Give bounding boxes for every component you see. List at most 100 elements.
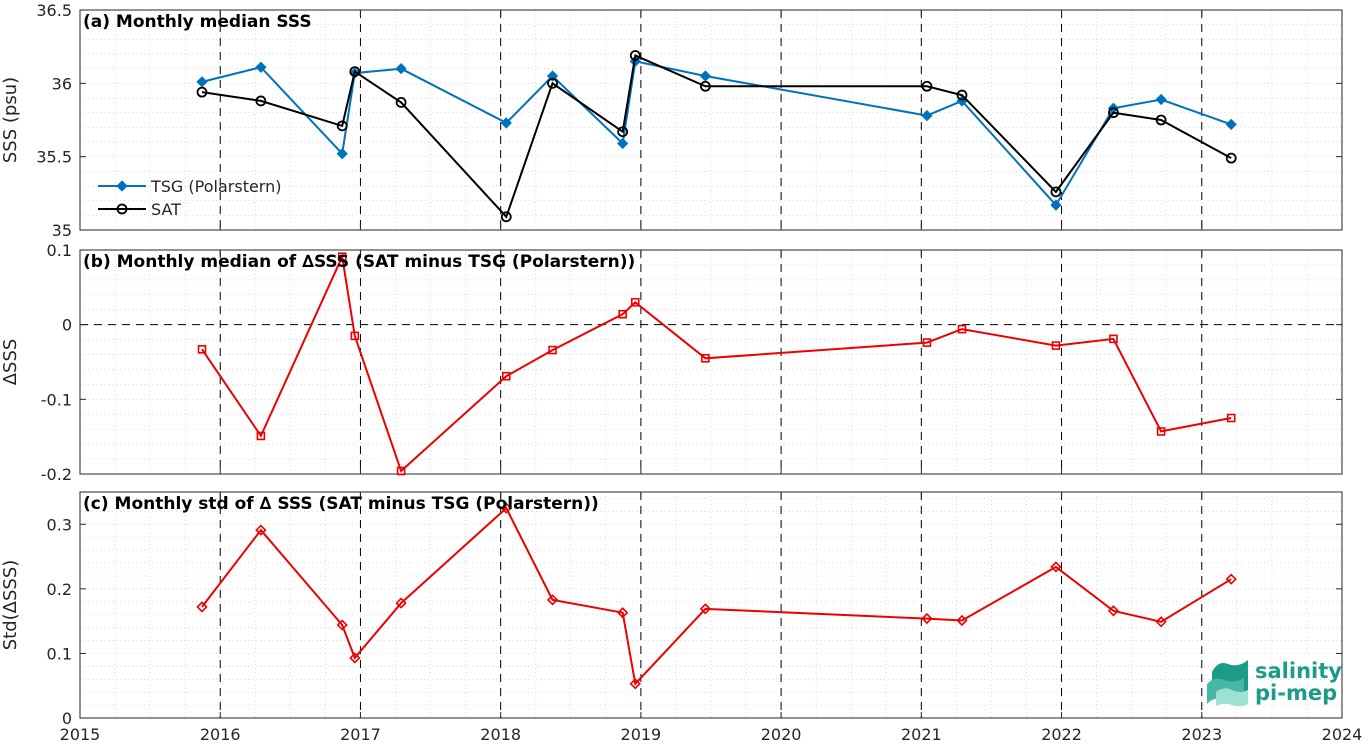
y-tick-label: 35.5 — [36, 148, 72, 167]
series-line — [201, 60, 1232, 207]
logo-wave-icon — [1207, 660, 1248, 707]
data-point — [921, 612, 933, 625]
axes-frame — [79, 249, 1343, 475]
y-tick-label: 0.1 — [47, 644, 72, 663]
data-point — [921, 109, 933, 122]
data-point — [1155, 114, 1167, 126]
data-point — [196, 601, 208, 613]
panel-b: -0.2 -0.1 0 0.1 ΔSSS (b) Monthly median of ∆S… — [0, 241, 1343, 484]
legend-marker — [116, 180, 128, 192]
data-point — [500, 211, 512, 223]
x-tick-label: 2024 — [1322, 725, 1363, 744]
data-point — [349, 66, 361, 77]
grid — [79, 9, 1343, 231]
data-point — [921, 80, 933, 92]
data-point — [617, 126, 629, 138]
data-point — [256, 431, 266, 441]
grid — [79, 249, 1343, 475]
data-point — [1225, 573, 1237, 585]
data-point — [1225, 152, 1237, 164]
data-point — [255, 524, 267, 536]
data-point — [1107, 605, 1120, 617]
panel-title: (c) Monthly std of ∆ SSS (SAT minus TSG … — [83, 494, 599, 514]
x-tick-label: 2023 — [1181, 725, 1222, 744]
legend: TSG (Polarstern) SAT — [98, 177, 281, 219]
data-point — [1050, 186, 1062, 198]
data-point — [546, 594, 559, 606]
x-tick-label: 2017 — [340, 725, 381, 744]
y-tick-label: 0 — [62, 709, 72, 728]
data-point — [699, 70, 712, 82]
data-point — [336, 148, 348, 160]
data-point — [922, 338, 932, 347]
data-point — [196, 86, 208, 98]
data-point — [1050, 199, 1062, 211]
axes-frame — [79, 9, 1343, 231]
y-ticks: 0 0.1 0.2 0.3 2015 2016 2017 2018 2019 2020 2021 20… — [47, 492, 1363, 744]
series-line — [201, 506, 1232, 686]
data-point — [957, 324, 967, 334]
series-0 — [197, 252, 1236, 476]
data-point — [395, 63, 407, 75]
x-tick-label: 2021 — [901, 725, 942, 744]
panel-title: (b) Monthly median of ∆SSS (SAT minus TS… — [83, 252, 635, 272]
grid — [79, 492, 1343, 719]
logo-text-pi-mep: pi-mep — [1255, 681, 1337, 705]
data-point — [1050, 561, 1062, 573]
y-axis-label: ΔSSS — [0, 339, 21, 386]
y-tick-label: 0.1 — [47, 241, 72, 260]
data-point — [617, 607, 629, 619]
y-axis-label: Std(ΔSSS) — [0, 560, 21, 651]
data-point — [336, 120, 348, 132]
data-point — [956, 614, 968, 627]
y-axis-label: SSS (psu) — [0, 77, 21, 163]
data-point — [617, 137, 629, 150]
series-0 — [196, 502, 1237, 690]
y-tick-label: -0.2 — [41, 465, 72, 484]
y-tick-label: 0 — [62, 316, 72, 335]
data-point — [255, 95, 267, 107]
series-1 — [196, 50, 1237, 223]
data-point — [1156, 427, 1166, 436]
data-point — [255, 61, 267, 73]
data-point — [629, 678, 641, 690]
y-tick-label: 0.3 — [47, 515, 72, 534]
data-point — [1226, 413, 1236, 423]
x-tick-label: 2019 — [621, 725, 662, 744]
data-point — [1225, 118, 1237, 131]
data-point — [546, 70, 559, 82]
panel-a: 35 35.5 36 36.5 SSS (psu) (a) Monthly median … — [0, 1, 1343, 240]
axes-frame — [79, 491, 1343, 719]
y-tick-label: 0.2 — [47, 580, 72, 599]
data-point — [956, 89, 968, 101]
data-point — [547, 77, 558, 89]
x-tick-label: 2018 — [480, 725, 521, 744]
y-tick-label: 35 — [52, 221, 72, 240]
data-point — [629, 50, 641, 61]
data-point — [501, 371, 511, 381]
data-point — [349, 652, 361, 664]
data-point — [1051, 341, 1061, 350]
data-point — [197, 345, 207, 354]
data-point — [548, 345, 557, 355]
y-ticks: 35 35.5 36 36.5 — [36, 1, 1343, 240]
data-point — [396, 466, 406, 476]
x-tick-label: 2022 — [1041, 725, 1082, 744]
data-point — [1155, 616, 1167, 628]
data-point — [500, 117, 512, 129]
data-point — [196, 76, 208, 88]
plot-area — [80, 10, 1342, 230]
data-point — [336, 619, 348, 631]
panel-c: 0 0.1 0.2 0.3 2015 2016 2017 2018 2019 2020 2021 20… — [0, 491, 1363, 744]
data-point — [701, 353, 710, 363]
panel-title: (a) Monthly median SSS — [83, 12, 312, 32]
data-point — [500, 502, 512, 514]
data-point — [350, 331, 360, 341]
data-point — [337, 252, 347, 262]
data-point — [699, 80, 711, 92]
legend-marker — [116, 203, 128, 215]
y-tick-label: 36 — [52, 74, 72, 93]
data-point — [395, 597, 407, 609]
x-tick-label: 2016 — [200, 725, 241, 744]
